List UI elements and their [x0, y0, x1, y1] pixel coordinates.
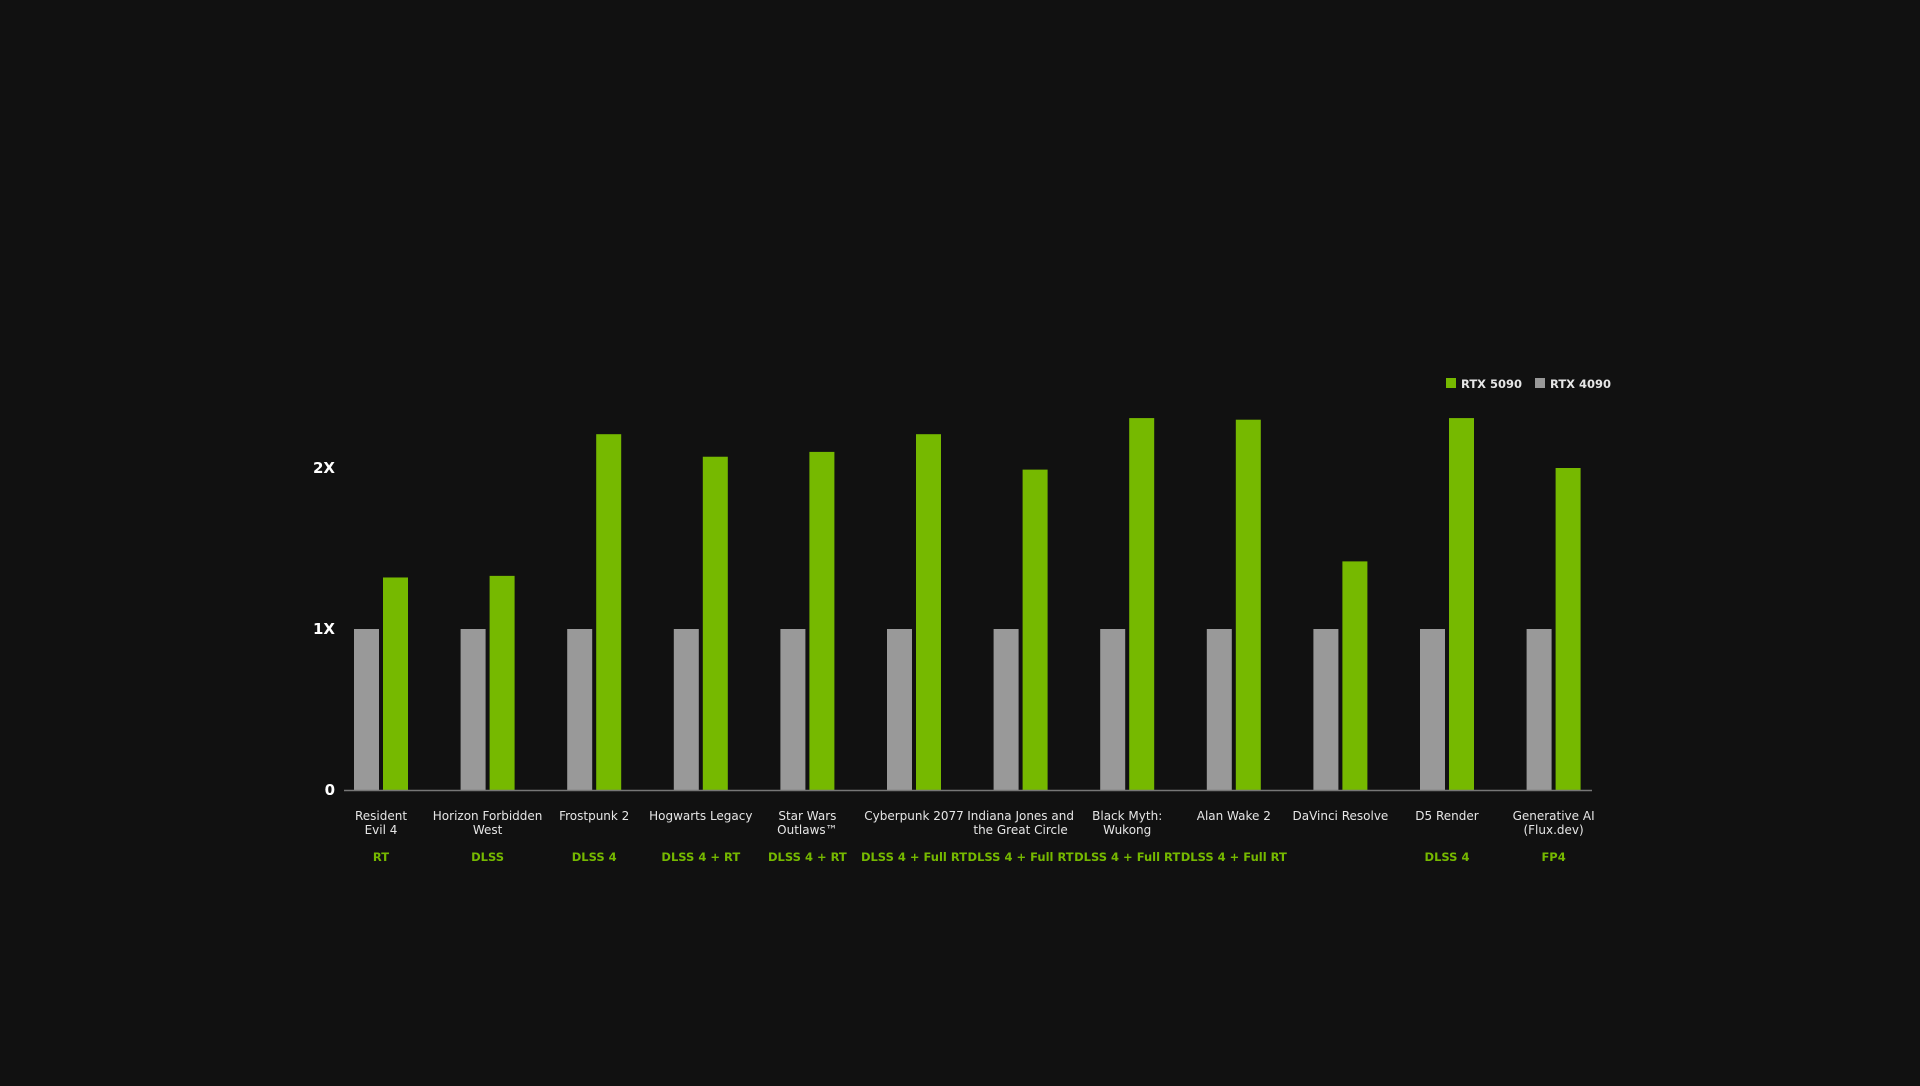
feature-tag: DLSS 4 + Full RT	[1074, 850, 1180, 864]
feature-tag: DLSS 4 + Full RT	[861, 850, 967, 864]
category-label-line: D5 Render	[1415, 809, 1478, 823]
bar-rtx-5090	[916, 434, 941, 790]
y-tick-label: 0	[325, 781, 335, 799]
bar-rtx-5090	[1555, 468, 1581, 790]
bar-rtx-4090	[1420, 629, 1445, 790]
legend-swatch	[1446, 378, 1456, 388]
bar-rtx-4090	[1313, 629, 1339, 790]
legend-swatch	[1535, 378, 1545, 388]
category-label-line: Alan Wake 2	[1197, 809, 1271, 823]
category-label-line: the Great Circle	[973, 823, 1067, 837]
category-label: Generative AI (Flux.dev)	[1513, 809, 1595, 837]
category-label: Frostpunk 2	[559, 809, 629, 823]
bar-series	[354, 418, 1581, 790]
x-axis-feature-tags: RT DLSS DLSS 4 DLSS 4 + RT DLSS 4 + RT DLSS 4…	[373, 850, 1566, 864]
category-label: Black Myth: Wukong	[1092, 809, 1162, 837]
feature-tag: DLSS 4 + Full RT	[968, 850, 1074, 864]
y-tick-label: 2X	[313, 459, 335, 477]
bar-rtx-5090	[1022, 469, 1048, 790]
x-axis-category-labels: Resident Evil 4 Horizon Forbidden West Frost…	[355, 809, 1595, 837]
bar-rtx-5090	[1129, 418, 1155, 790]
bar-rtx-5090	[1235, 419, 1261, 790]
feature-tag: RT	[373, 850, 389, 864]
bar-rtx-5090	[809, 451, 835, 790]
category-label: Hogwarts Legacy	[649, 809, 752, 823]
category-label-line: West	[473, 823, 503, 837]
category-label: Horizon Forbidden West	[433, 809, 543, 837]
category-label-line: Outlaws™	[777, 823, 838, 837]
feature-tag: DLSS 4 + Full RT	[1181, 850, 1287, 864]
legend-label: RTX 4090	[1550, 377, 1611, 391]
bar-rtx-5090	[702, 456, 728, 790]
category-label-line: Evil 4	[365, 823, 398, 837]
category-label-line: Frostpunk 2	[559, 809, 629, 823]
chart-legend: RTX 5090 RTX 4090	[1446, 377, 1611, 391]
bar-rtx-5090	[1342, 561, 1368, 790]
category-label-line: Wukong	[1103, 823, 1151, 837]
category-label-line: Cyberpunk 2077	[864, 809, 964, 823]
feature-tag: DLSS 4 + RT	[661, 850, 740, 864]
bar-rtx-5090	[489, 575, 515, 790]
bar-rtx-4090	[887, 629, 912, 790]
feature-tag: FP4	[1541, 850, 1565, 864]
bar-rtx-4090	[1100, 629, 1126, 790]
category-label: DaVinci Resolve	[1292, 809, 1388, 823]
category-label: Star Wars Outlaws™	[777, 809, 838, 837]
category-label-line: Black Myth:	[1092, 809, 1162, 823]
legend-label: RTX 5090	[1461, 377, 1522, 391]
bar-rtx-4090	[354, 629, 379, 790]
bar-rtx-4090	[567, 629, 593, 790]
category-label-line: Generative AI	[1513, 809, 1595, 823]
bar-rtx-4090	[993, 629, 1019, 790]
category-label: Indiana Jones and the Great Circle	[967, 809, 1074, 837]
bar-rtx-5090	[596, 434, 622, 790]
feature-tag: DLSS 4 + RT	[768, 850, 847, 864]
bar-rtx-4090	[780, 629, 806, 790]
category-label-line: Star Wars	[778, 809, 836, 823]
category-label: Cyberpunk 2077	[864, 809, 964, 823]
bar-rtx-4090	[1206, 629, 1232, 790]
category-label-line: Hogwarts Legacy	[649, 809, 752, 823]
feature-tag: DLSS 4	[572, 850, 617, 864]
bar-rtx-5090	[383, 577, 408, 790]
category-label: Alan Wake 2	[1197, 809, 1271, 823]
category-label-line: Horizon Forbidden	[433, 809, 543, 823]
category-label: Resident Evil 4	[355, 809, 407, 837]
category-label-line: (Flux.dev)	[1523, 823, 1583, 837]
feature-tag: DLSS	[471, 850, 504, 864]
category-label: D5 Render	[1415, 809, 1478, 823]
category-label-line: Resident	[355, 809, 407, 823]
y-axis: 0 1X 2X	[313, 459, 335, 799]
category-label-line: Indiana Jones and	[967, 809, 1074, 823]
bar-rtx-5090	[1449, 418, 1474, 790]
feature-tag: DLSS 4	[1425, 850, 1470, 864]
category-label-line: DaVinci Resolve	[1292, 809, 1388, 823]
bar-rtx-4090	[673, 629, 699, 790]
y-tick-label: 1X	[313, 620, 335, 638]
bar-rtx-4090	[460, 629, 486, 790]
bar-rtx-4090	[1526, 629, 1552, 790]
